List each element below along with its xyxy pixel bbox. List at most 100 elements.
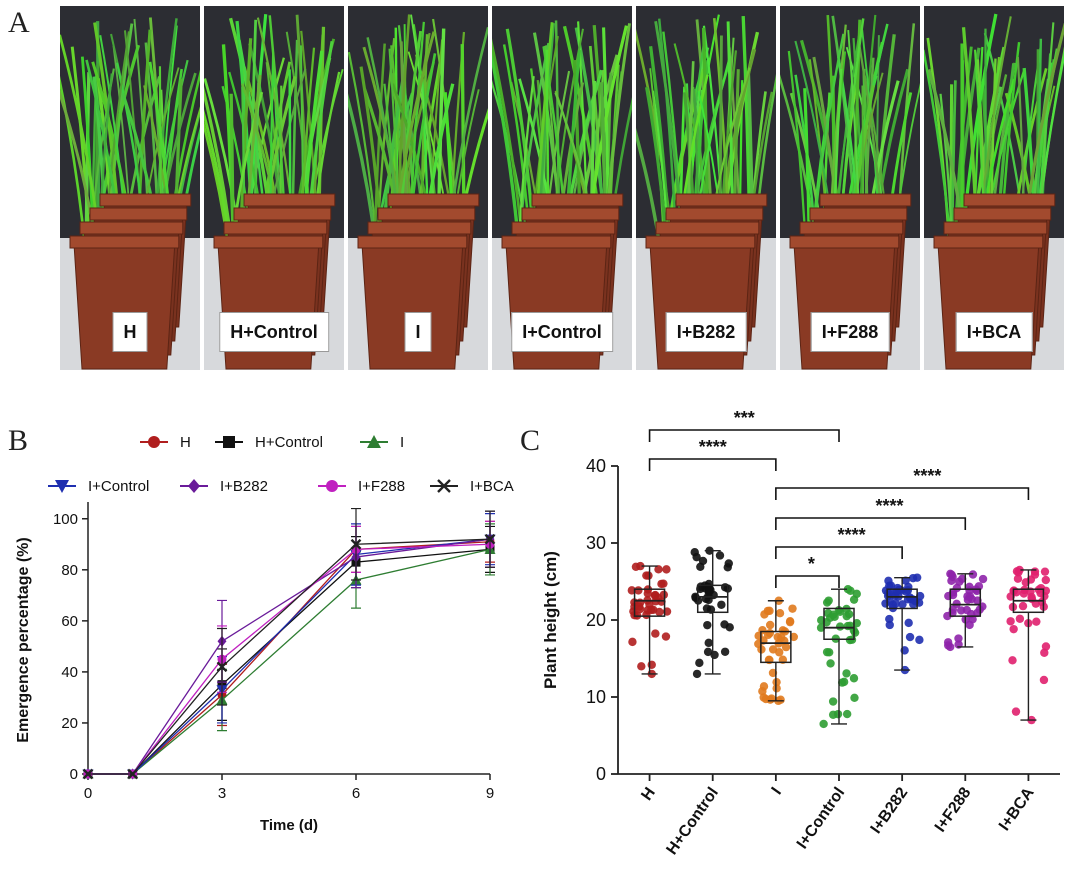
treatment-label: I	[404, 312, 432, 352]
x-tick-label: I+F288	[932, 784, 975, 835]
y-tick-label: 100	[53, 511, 78, 528]
data-point	[634, 586, 643, 595]
treatment-label: I+Control	[511, 312, 613, 352]
data-point	[654, 565, 663, 574]
series-h	[83, 520, 495, 779]
box-iqr	[949, 588, 982, 617]
legend-entry: I	[360, 434, 404, 451]
y-tick-label: 20	[586, 610, 606, 630]
data-point	[842, 669, 851, 678]
data-point	[901, 576, 910, 585]
x-tick-label: 9	[486, 785, 494, 802]
series-line	[88, 538, 491, 775]
legend-marker	[367, 435, 381, 448]
legend-marker	[55, 480, 69, 493]
data-point	[1006, 617, 1015, 626]
data-point	[835, 622, 845, 631]
treatment-label: H	[112, 312, 148, 352]
y-axis-label: Emergence percentage (%)	[15, 537, 32, 742]
data-point	[350, 538, 362, 550]
data-point	[702, 604, 712, 613]
legend-marker	[326, 480, 338, 492]
bracket-line	[775, 575, 840, 588]
data-point	[943, 638, 953, 647]
box-h-control	[690, 546, 734, 679]
legend-entry: I+Control	[48, 478, 149, 495]
data-point	[715, 551, 725, 560]
data-point	[709, 590, 718, 600]
series-line	[88, 538, 491, 775]
data-point	[765, 620, 775, 630]
data-point	[725, 623, 734, 632]
data-point	[761, 694, 771, 704]
series-i-bca	[82, 507, 496, 780]
data-point	[710, 650, 719, 660]
box-i-b282	[881, 573, 925, 675]
box-iqr	[696, 584, 729, 614]
x-tick-label: I+Control	[794, 785, 848, 853]
data-point	[1032, 617, 1041, 626]
legend-entry: I+BCA	[430, 478, 514, 495]
legend-marker	[223, 436, 235, 448]
x-tick-label: I	[769, 785, 785, 798]
series-line	[88, 543, 491, 775]
panel-b-letter: B	[8, 424, 29, 457]
series-line	[88, 548, 491, 775]
data-point	[904, 618, 913, 628]
data-point	[915, 591, 925, 601]
data-point	[637, 662, 646, 671]
data-point	[642, 610, 651, 620]
plant-photo-strip: H H+Control I I+Control I+B282 I+F288 I+BCA	[60, 6, 1064, 370]
legend-entry: I+F288	[318, 478, 405, 495]
plant-photo: I+BCA	[924, 6, 1064, 370]
data-point	[647, 660, 656, 669]
series-i-control	[82, 513, 496, 780]
series-i-f288	[83, 520, 495, 779]
box-i-bca	[1006, 565, 1051, 725]
significance-bracket: *	[775, 554, 840, 588]
data-point	[788, 604, 797, 613]
series-i	[82, 523, 496, 779]
data-point	[696, 562, 705, 571]
data-point	[717, 600, 726, 609]
data-point	[703, 647, 713, 657]
y-tick-label: 20	[61, 715, 78, 732]
data-point	[967, 594, 976, 604]
data-point	[635, 602, 644, 611]
data-point	[828, 697, 838, 706]
significance-bracket: ****	[775, 466, 1030, 500]
data-point	[631, 562, 641, 571]
data-point	[765, 606, 774, 616]
data-point	[824, 596, 833, 605]
y-tick-label: 0	[596, 764, 606, 784]
significance-label: ****	[875, 496, 903, 516]
data-point	[837, 678, 847, 687]
data-point	[974, 582, 984, 591]
legend-label: I+F288	[358, 478, 405, 495]
data-point	[773, 632, 782, 642]
data-point	[720, 647, 730, 656]
plant-photo: H	[60, 6, 200, 370]
data-point	[484, 533, 496, 545]
box-iqr	[633, 588, 666, 617]
pots	[69, 193, 192, 370]
data-point	[772, 684, 781, 693]
data-point	[1030, 570, 1040, 579]
significance-label: ****	[913, 466, 941, 486]
data-point	[954, 634, 963, 643]
data-point	[1040, 567, 1050, 576]
significance-bracket: ***	[648, 410, 840, 442]
legend-entry: H	[140, 434, 191, 451]
data-point	[772, 677, 781, 687]
plant-photo: I+B282	[636, 6, 776, 370]
x-tick-label: H	[638, 785, 659, 804]
x-tick-label: H+Control	[663, 785, 722, 858]
data-point	[1012, 567, 1022, 576]
data-point	[849, 595, 859, 604]
y-tick-label: 10	[586, 687, 606, 707]
panel-c-letter: C	[520, 424, 541, 457]
data-point	[759, 682, 769, 691]
data-point	[826, 659, 835, 668]
significance-bracket: ****	[775, 525, 903, 559]
legend-marker	[148, 436, 160, 448]
